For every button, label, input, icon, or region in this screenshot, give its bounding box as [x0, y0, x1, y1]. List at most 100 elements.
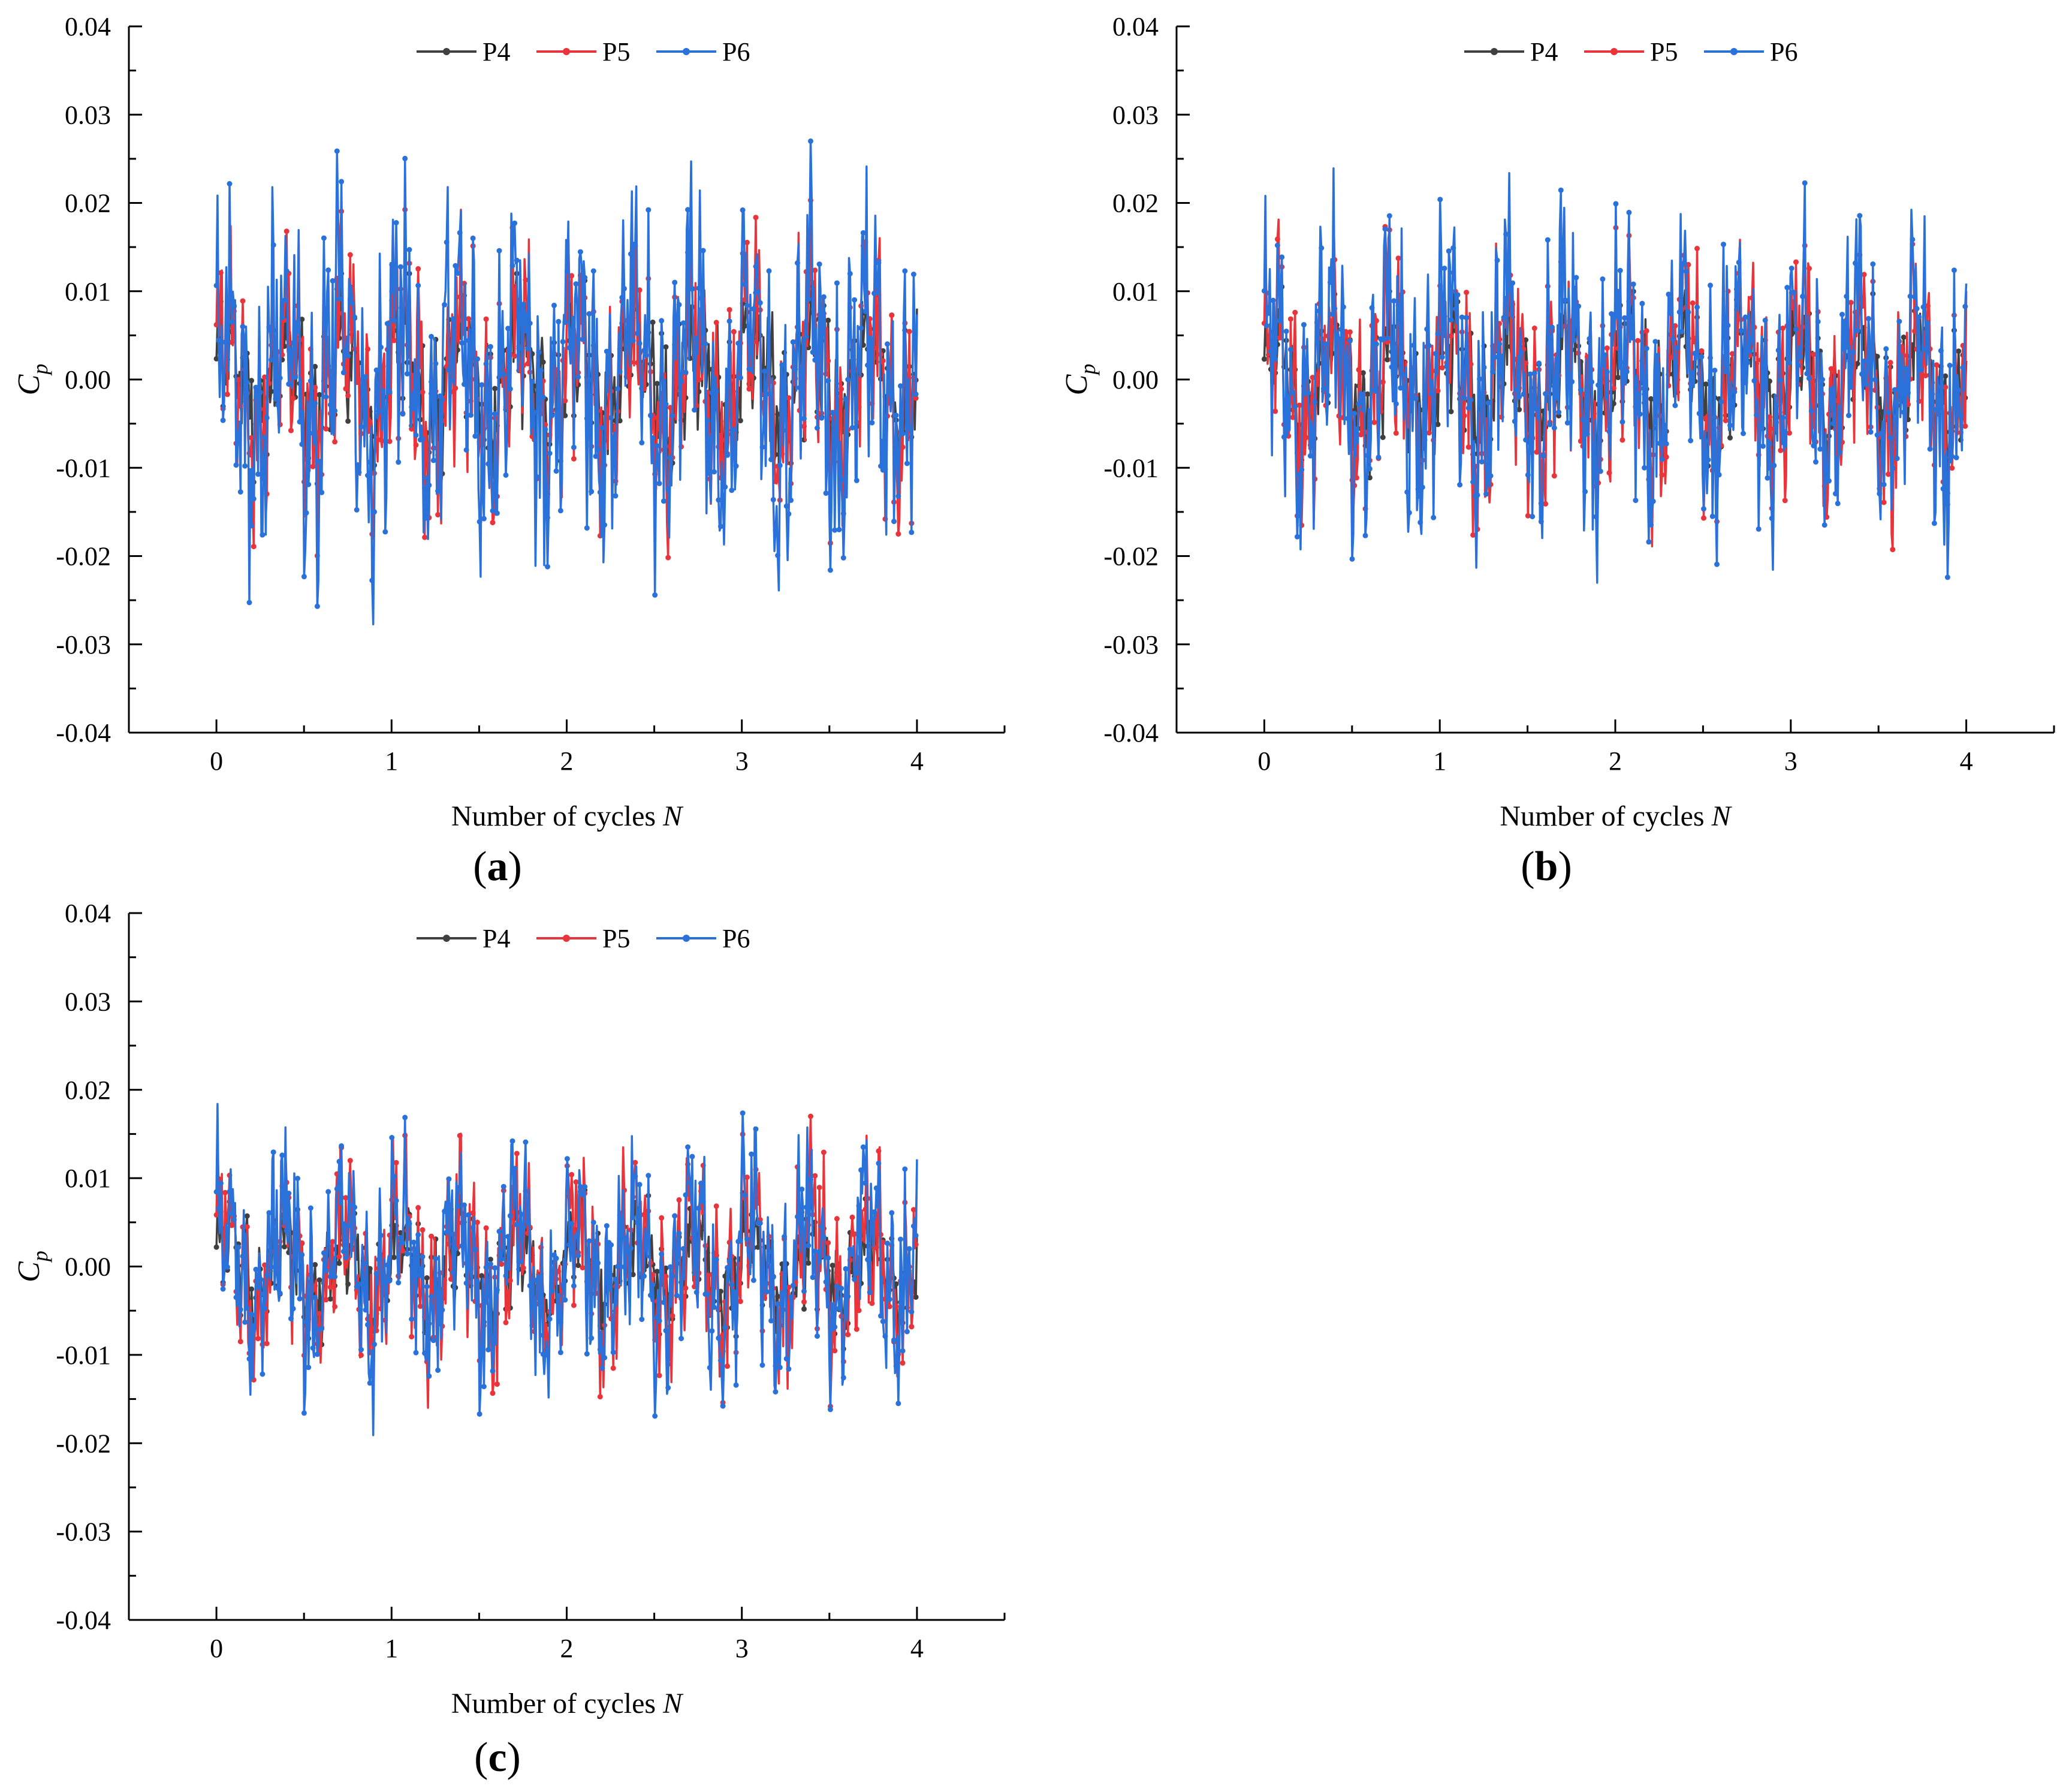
data-point [821, 1234, 827, 1240]
data-point [244, 1305, 250, 1311]
data-point [753, 264, 759, 269]
data-point [490, 508, 496, 514]
data-point [1305, 390, 1311, 396]
data-point [1277, 318, 1283, 324]
data-point [720, 1403, 726, 1409]
data-point [597, 1347, 603, 1353]
data-point [372, 1341, 377, 1347]
data-point [845, 1332, 851, 1338]
data-point [290, 1306, 296, 1312]
data-point [1808, 408, 1814, 414]
data-point [902, 268, 908, 274]
data-point [832, 1324, 838, 1330]
data-point [1441, 266, 1447, 272]
data-point [1512, 418, 1518, 424]
data-point [409, 1316, 415, 1322]
data-point [773, 527, 779, 533]
data-point [376, 1257, 382, 1263]
data-point [775, 552, 781, 558]
legend-entry-P5: P5 [536, 37, 630, 67]
data-point [373, 1271, 379, 1276]
data-point [1299, 467, 1305, 473]
data-point [1281, 434, 1287, 440]
data-point [672, 279, 678, 285]
data-point [1505, 262, 1511, 268]
data-point [623, 339, 629, 345]
data-point [696, 377, 702, 383]
data-point [255, 471, 261, 477]
data-point [716, 1335, 722, 1341]
data-point [1338, 326, 1344, 332]
data-point [1663, 454, 1669, 460]
data-point [218, 270, 224, 276]
data-point [1310, 375, 1316, 381]
data-point [1923, 346, 1929, 352]
data-point [1703, 381, 1709, 387]
data-point [1483, 491, 1489, 497]
data-point [815, 1333, 820, 1339]
data-point [415, 1231, 421, 1237]
data-point [836, 1272, 842, 1278]
data-point [816, 1249, 822, 1254]
data-point [746, 386, 752, 392]
data-point [444, 1230, 450, 1235]
data-point [900, 1348, 906, 1354]
data-point [334, 1186, 340, 1192]
data-point [580, 1191, 586, 1197]
data-point [1738, 328, 1744, 333]
data-point [1448, 409, 1454, 414]
data-point [1367, 466, 1373, 472]
data-point [650, 435, 656, 441]
data-point [731, 329, 737, 335]
data-point [382, 529, 388, 535]
data-point [336, 1254, 342, 1260]
data-point [659, 318, 665, 324]
data-point [402, 1115, 408, 1121]
data-point [1668, 311, 1674, 317]
data-point [470, 1225, 476, 1231]
data-point [319, 489, 325, 495]
data-point [1643, 328, 1649, 334]
data-point [391, 1173, 397, 1179]
data-point [610, 435, 616, 441]
data-point [571, 456, 577, 462]
data-point [906, 425, 912, 431]
y-tick-label: -0.02 [56, 1429, 111, 1458]
data-point [1380, 379, 1386, 385]
data-point [1828, 366, 1834, 372]
data-point [904, 460, 910, 466]
data-point [290, 395, 296, 401]
data-point [459, 1243, 465, 1249]
data-point [363, 1307, 369, 1313]
data-point [560, 339, 566, 345]
data-point [1872, 377, 1878, 383]
data-point [1563, 297, 1569, 303]
data-point [1279, 254, 1285, 260]
data-point [815, 425, 820, 431]
data-point [806, 1243, 812, 1249]
data-point [821, 1149, 827, 1155]
data-point [660, 498, 666, 504]
data-point [1457, 482, 1463, 488]
data-point [422, 534, 428, 540]
data-point [1679, 329, 1685, 335]
data-point [343, 348, 349, 354]
data-point [707, 435, 713, 441]
data-point [1795, 362, 1801, 368]
data-point [1936, 403, 1942, 409]
data-point [889, 387, 895, 393]
data-point [1510, 280, 1516, 286]
data-point [1498, 353, 1504, 359]
data-point [1320, 386, 1326, 392]
data-point [656, 1372, 662, 1378]
data-point [1261, 288, 1267, 294]
chart-panel-3: -0.04 -0.03 -0.02 -0.01 0.00 0.01 0.02 0.03 0.04… [12, 899, 1006, 1781]
data-point [1571, 338, 1577, 343]
data-point [729, 1282, 735, 1288]
data-point [1767, 378, 1772, 384]
data-point [582, 275, 588, 281]
data-point [231, 303, 237, 309]
data-point [1531, 326, 1537, 331]
data-point [494, 1381, 500, 1387]
data-point [472, 433, 478, 439]
